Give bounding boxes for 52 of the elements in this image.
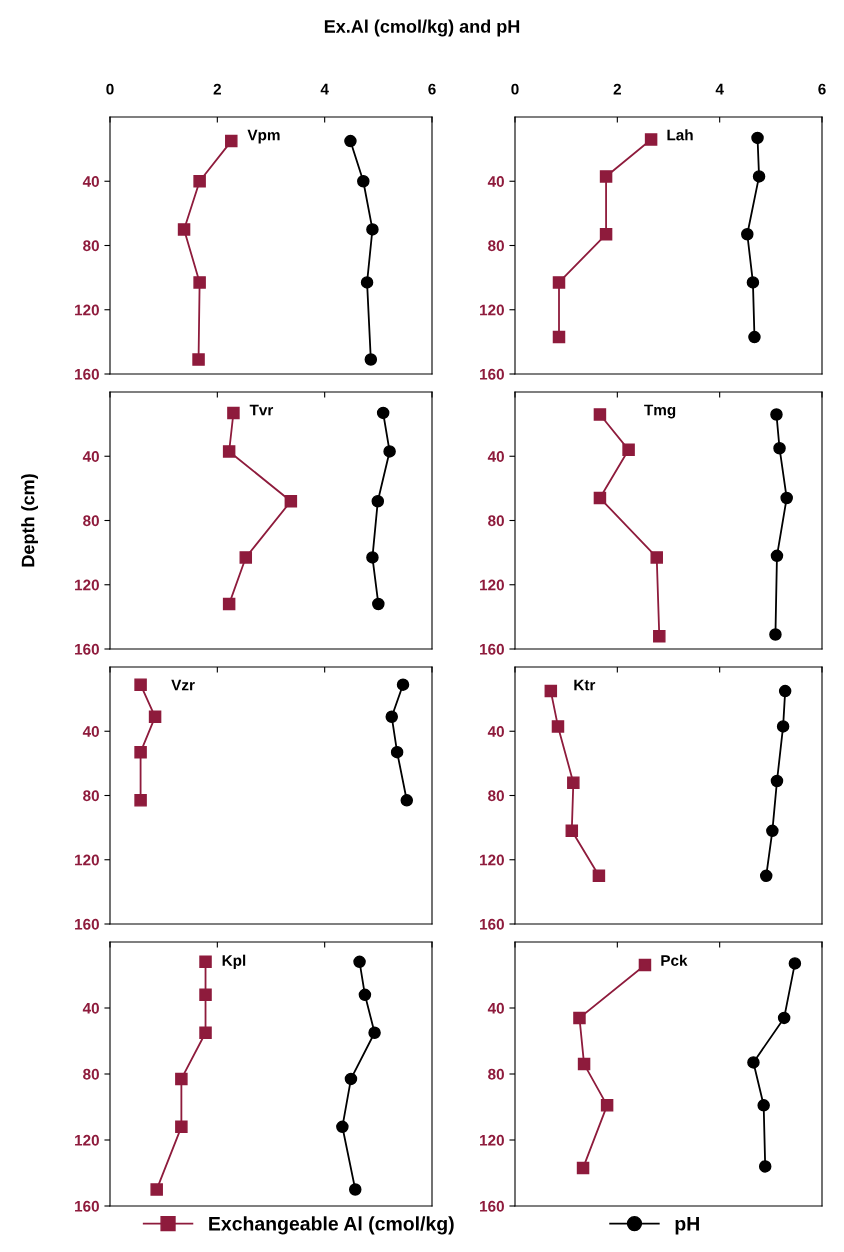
y-tick-label: 160 — [75, 1200, 99, 1212]
y-tick-label: 40 — [82, 726, 99, 737]
y-tick-label: 160 — [480, 1200, 504, 1212]
y-tick-label: 120 — [480, 854, 504, 866]
y-tick-label: 160 — [480, 643, 504, 655]
y-tick-label: 120 — [480, 579, 504, 591]
y-tick-label: 40 — [487, 176, 504, 187]
annotation: Tmg — [644, 404, 676, 419]
chart-title: Ex.Al (cmol/kg) and pH — [324, 19, 520, 37]
y-tick-label: 80 — [488, 515, 504, 527]
annotation: Lah — [667, 129, 693, 141]
annotation: Vzr — [171, 679, 195, 691]
y-tick-label: 40 — [487, 451, 504, 462]
y-tick-label: 80 — [83, 790, 99, 802]
y-tick-label: 80 — [83, 515, 99, 527]
y-tick-label: 80 — [83, 240, 99, 252]
y-tick-label: 160 — [480, 918, 504, 930]
y-tick-label: 80 — [488, 240, 504, 252]
y-tick-label: 80 — [488, 1068, 504, 1080]
x-tick-label: 6 — [428, 83, 436, 95]
y-tick-label: 40 — [82, 1002, 99, 1014]
x-tick-label: 2 — [613, 83, 621, 95]
y-tick-label: 120 — [480, 1134, 504, 1146]
legend-label: pH — [675, 1217, 699, 1235]
y-tick-label: 120 — [75, 854, 99, 866]
annotation: Pck — [661, 954, 688, 966]
annotation: Vpm — [247, 129, 280, 144]
y-tick-label: 160 — [480, 368, 504, 380]
y-axis-title: Depth (cm) — [21, 474, 38, 567]
y-tick-label: 40 — [82, 176, 99, 187]
y-tick-label: 120 — [75, 304, 99, 316]
x-tick-label: 6 — [818, 83, 826, 95]
y-tick-label: 120 — [75, 1134, 99, 1146]
y-tick-label: 160 — [75, 368, 99, 380]
y-tick-label: 160 — [75, 918, 99, 930]
legend-label: Exchangeable Al (cmol/kg) — [209, 1216, 454, 1235]
y-tick-label: 40 — [487, 726, 504, 737]
x-tick-label: 2 — [213, 83, 221, 95]
x-tick-label: 4 — [320, 83, 329, 95]
annotation: Kpl — [222, 954, 246, 969]
y-tick-label: 160 — [75, 643, 99, 655]
y-tick-label: 120 — [75, 579, 99, 591]
y-tick-label: 80 — [83, 1068, 99, 1080]
y-tick-label: 40 — [487, 1002, 504, 1014]
annotation: Tvr — [249, 404, 274, 416]
x-tick-label: 0 — [511, 83, 519, 95]
y-tick-label: 120 — [480, 304, 504, 316]
x-tick-label: 4 — [715, 83, 724, 95]
annotation: Ktr — [574, 679, 596, 691]
y-tick-label: 40 — [82, 451, 99, 462]
y-tick-label: 80 — [488, 790, 504, 802]
x-tick-label: 0 — [106, 83, 114, 95]
